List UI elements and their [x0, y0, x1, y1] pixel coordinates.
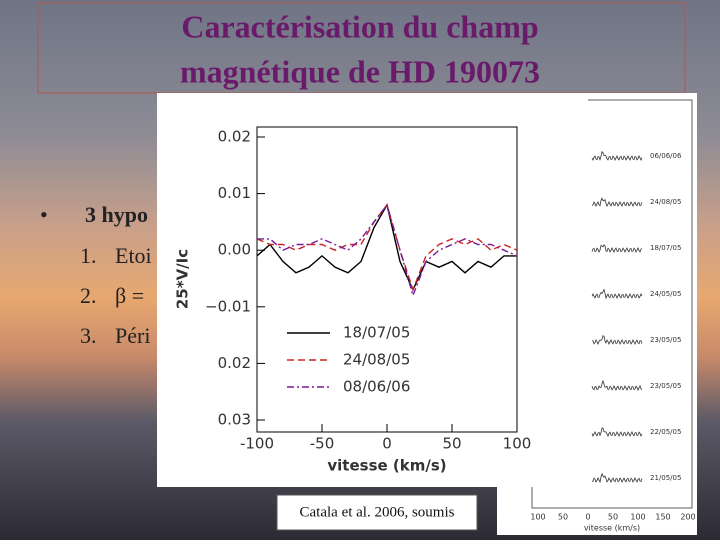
side-profile — [591, 288, 643, 300]
side-x-tick-label: 100 — [630, 513, 645, 522]
legend-label: 08/06/06 — [343, 378, 410, 396]
side-date: 24/05/05 — [650, 290, 681, 298]
side-x-tick-label: 50 — [558, 513, 568, 522]
side-date: 06/06/06 — [650, 152, 682, 160]
item-text: β = — [115, 283, 144, 308]
y-tick-label: 0.02 — [218, 128, 251, 146]
side-date: 23/05/05 — [650, 382, 681, 390]
item-number: 3. — [80, 323, 97, 348]
side-date: 23/05/05 — [650, 336, 681, 344]
title-line: Caractérisation du champ — [181, 8, 538, 44]
side-x-tick-label: 0 — [585, 513, 590, 522]
side-x-tick-label: 50 — [608, 513, 618, 522]
x-tick-label: 50 — [442, 435, 461, 453]
bullet-marker: • — [40, 202, 48, 227]
side-profile — [591, 150, 643, 162]
plot-image — [157, 93, 588, 487]
side-x-tick-label: 200 — [680, 513, 695, 522]
side-date: 22/05/05 — [650, 428, 681, 436]
caption: Catala et al. 2006, soumis — [300, 504, 455, 520]
y-tick-label: −0.01 — [205, 297, 251, 315]
side-profile — [591, 244, 643, 253]
side-x-tick-label: 100 — [530, 513, 545, 522]
side-date: 18/07/05 — [650, 244, 681, 252]
y-axis-label: 25*V/Ic — [174, 249, 192, 309]
numbered-list: 1. Etoi 2. β = 3. Péri — [80, 243, 152, 348]
y-tick-label: 0.00 — [218, 241, 251, 259]
item-text: Etoi — [115, 243, 152, 268]
side-profile — [591, 335, 643, 345]
x-tick-label: -50 — [310, 435, 335, 453]
x-tick-label: 0 — [382, 435, 392, 453]
x-tick-label: 100 — [503, 435, 532, 453]
item-text: Péri — [115, 323, 150, 348]
legend-label: 18/07/05 — [343, 324, 410, 342]
series-line — [257, 203, 518, 298]
side-profile — [591, 427, 643, 437]
side-profile — [592, 472, 643, 484]
series-line — [256, 203, 518, 292]
bullet-heading: 3 hypo — [85, 202, 148, 227]
legend-label: 24/08/05 — [343, 351, 410, 369]
x-tick-label: -100 — [240, 435, 274, 453]
side-x-label: vitesse (km/s) — [584, 524, 640, 533]
y-tick-label: 0.03 — [218, 411, 251, 429]
side-date: 21/05/05 — [650, 474, 681, 482]
side-profile — [591, 197, 643, 208]
y-tick-label: 0.02 — [218, 354, 251, 372]
x-axis-label: vitesse (km/s) — [327, 457, 446, 475]
side-date: 24/08/05 — [650, 198, 681, 206]
side-x-tick-label: 150 — [655, 513, 670, 522]
y-tick-label: 0.01 — [218, 184, 251, 202]
item-number: 1. — [80, 243, 97, 268]
side-profile — [591, 379, 643, 392]
plot: 0.02 0.01 0.00 −0.01 0.02 0.03 -100 -50 0 50 100 vi… — [174, 126, 532, 475]
item-number: 2. — [80, 283, 97, 308]
caption-box — [276, 494, 478, 531]
title-line: magnétique de HD 190073 — [180, 53, 540, 89]
